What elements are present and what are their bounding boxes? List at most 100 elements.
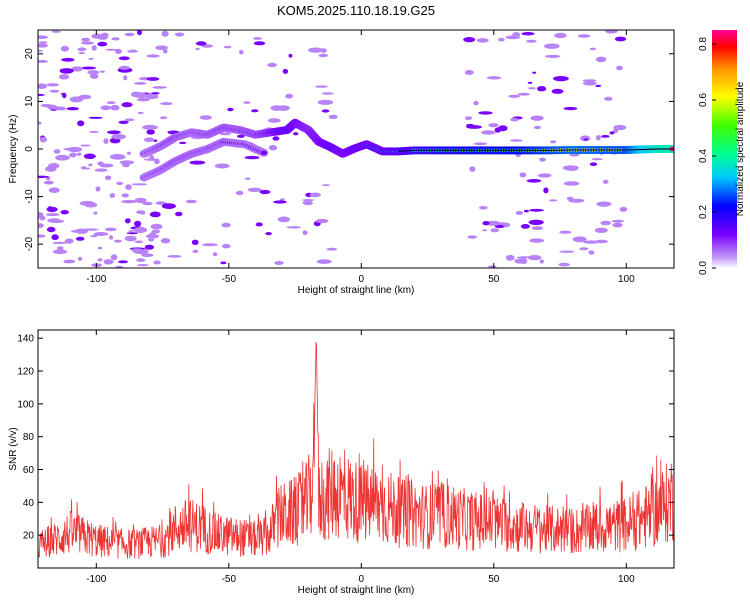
noise-blob [148,237,155,242]
noise-blob [595,84,602,88]
noise-blob [118,120,129,125]
noise-blob [589,162,598,166]
noise-blob [321,92,334,95]
noise-blob [149,232,156,237]
noise-blob [39,136,48,143]
noise-blob [591,158,603,161]
snr-line [38,341,674,560]
noise-blob [308,47,324,53]
noise-blob [75,236,85,241]
noise-blob [154,158,160,165]
noise-blob [38,211,44,218]
noise-blob [567,166,578,171]
noise-blob [309,192,321,198]
noise-blob [616,65,623,71]
noise-blob [38,83,48,89]
noise-blob [174,32,185,37]
noise-blob [103,259,114,265]
noise-blob [38,35,48,39]
noise-blob [235,190,244,196]
noise-blob [146,129,155,135]
noise-blob [38,93,45,97]
noise-blob [600,135,610,138]
noise-blob [149,211,161,218]
noise-blob [488,123,499,128]
noise-blob [167,255,182,258]
noise-blob [125,184,132,190]
noise-blob [77,256,83,261]
noise-blob [589,47,597,51]
noise-blob [320,48,327,53]
noise-blob [152,86,167,89]
noise-blob [494,224,505,229]
noise-blob [265,232,272,236]
noise-blob [160,102,173,106]
noise-blob [55,154,70,161]
noise-blob [544,54,561,59]
noise-blob [134,240,144,244]
spectrogram-x-ticks: -100 -50 0 50 100 [86,30,635,285]
noise-blob [543,187,549,194]
snr-series [38,341,674,560]
noise-blob [605,30,618,34]
noise-blob [61,92,66,95]
noise-blob [38,59,48,63]
y-tick-label: 140 [17,334,34,345]
noise-blob [146,54,160,58]
noise-blob [583,240,599,244]
noise-blob [473,142,488,146]
noise-blob [104,227,117,232]
noise-blob [466,125,482,129]
noise-blob [594,227,608,233]
noise-blob [110,104,120,111]
noise-blob [277,216,290,223]
noise-blob [124,235,137,242]
noise-blob [60,45,69,52]
noise-blob [88,116,103,119]
noise-blob [602,179,609,184]
noise-blob [48,106,64,110]
colorbar-tick-label: 0.2 [698,205,709,219]
noise-blob [119,65,130,70]
noise-blob [128,230,135,233]
noise-blob [498,37,505,42]
y-tick-label: 10 [24,95,35,107]
noise-blob [473,100,479,106]
noise-blob [78,52,86,54]
colorbar-label: Normalized spectral amplitude [735,81,746,216]
y-tick-label: 80 [23,432,35,443]
noise-blob [109,153,126,160]
noise-blob [49,219,65,223]
noise-blob [88,57,94,60]
noise-blob [84,202,98,208]
x-tick-label: 0 [359,574,365,585]
noise-blob [107,130,121,135]
noise-blob [155,201,167,205]
noise-blob [118,56,130,61]
noise-blob [317,99,334,105]
x-tick-label: -50 [222,274,237,285]
noise-blob [45,213,60,217]
noise-blob [490,228,500,233]
noise-blob [46,83,59,87]
colorbar-tick-label: 0.6 [698,93,709,107]
noise-blob [38,121,42,125]
noise-blob [539,157,546,162]
noise-blob [109,235,114,240]
y-tick-label: 20 [24,48,35,60]
noise-blob [142,201,153,206]
noise-blob [467,235,478,239]
noise-blob [111,134,126,140]
noise-blob [469,166,476,172]
noise-blob [91,33,105,39]
noise-blob [519,172,527,178]
colorbar: 0.0 0.2 0.4 0.6 0.8 Normalized spectral ampl… [698,30,746,275]
noise-blob [566,196,574,201]
noise-blob [77,120,85,127]
noise-blob [121,193,129,198]
noise-blob [106,101,116,105]
noise-blob [595,56,607,63]
noise-blob [288,53,293,58]
noise-blob [131,248,143,252]
